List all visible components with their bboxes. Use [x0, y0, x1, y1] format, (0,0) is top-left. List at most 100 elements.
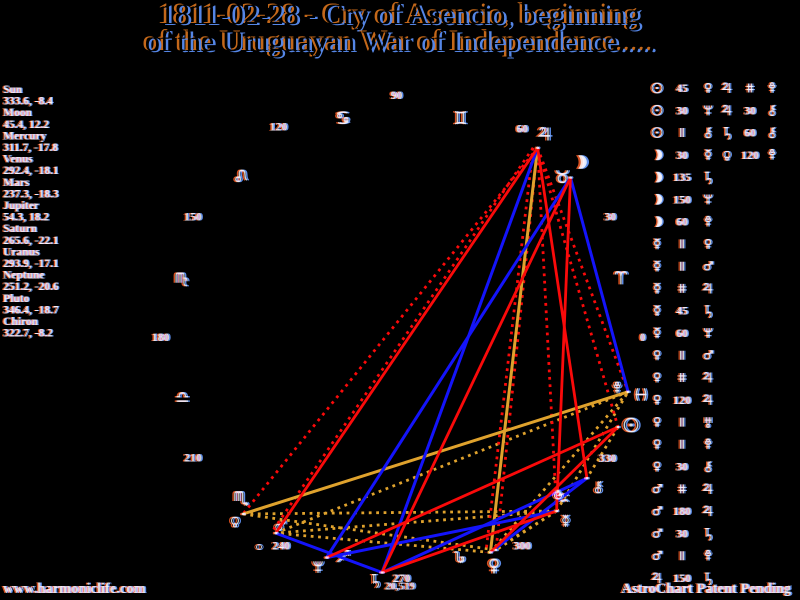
svg-text:30: 30	[743, 103, 755, 117]
svg-text:Mercury: Mercury	[3, 130, 46, 142]
svg-text:333.6, -8.4: 333.6, -8.4	[2, 96, 52, 108]
svg-text:311.7, -17.8: 311.7, -17.8	[3, 142, 58, 154]
svg-text:330: 330	[600, 451, 618, 465]
svg-text:of the Uruguayan War of Indepe: of the Uruguayan War of Independence....…	[145, 25, 655, 58]
svg-text:120: 120	[674, 393, 692, 407]
svg-text:45: 45	[676, 81, 688, 95]
svg-text:AstroChart Patent Pending: AstroChart Patent Pending	[623, 581, 793, 597]
svg-text:Venus: Venus	[2, 154, 32, 166]
svg-text:237.3, -18.3: 237.3, -18.3	[4, 188, 60, 200]
svg-text:30: 30	[675, 148, 687, 162]
svg-text:Chiron: Chiron	[2, 316, 38, 328]
svg-text:54.3, 18.2: 54.3, 18.2	[4, 212, 50, 224]
svg-text:346.4, -18.7: 346.4, -18.7	[4, 304, 60, 316]
svg-text:30: 30	[675, 526, 687, 540]
svg-text:270: 270	[391, 571, 409, 585]
svg-text:60: 60	[676, 215, 688, 229]
svg-text:300: 300	[513, 539, 531, 553]
svg-text:60: 60	[516, 121, 528, 135]
svg-text:54.3, 18.2: 54.3, 18.2	[2, 212, 48, 224]
svg-text:Venus: Venus	[4, 154, 34, 166]
svg-text:45.4, 12.2: 45.4, 12.2	[4, 119, 50, 131]
svg-text:Saturn: Saturn	[3, 223, 37, 235]
svg-text:251.2, -20.6: 251.2, -20.6	[3, 281, 59, 293]
svg-text:270: 270	[394, 571, 412, 585]
svg-text:45: 45	[676, 304, 688, 318]
svg-text:Neptune: Neptune	[3, 270, 45, 282]
svg-text:45.4, 12.2: 45.4, 12.2	[2, 119, 48, 131]
svg-text:45: 45	[675, 304, 687, 318]
svg-text:Saturn: Saturn	[2, 223, 36, 235]
svg-text:292.4, -18.1: 292.4, -18.1	[3, 165, 59, 177]
svg-text:of the Uruguayan War of Indepe: of the Uruguayan War of Independence....…	[148, 26, 658, 59]
svg-text:150: 150	[184, 210, 202, 224]
svg-text:30: 30	[676, 103, 688, 117]
svg-text:Mars: Mars	[3, 177, 30, 189]
svg-text:265.6, -22.1: 265.6, -22.1	[2, 235, 58, 247]
svg-text:210: 210	[185, 451, 203, 465]
svg-text:60: 60	[518, 121, 530, 135]
svg-text:60: 60	[676, 326, 688, 340]
svg-text:300: 300	[515, 539, 533, 553]
svg-text:Neptune: Neptune	[2, 270, 44, 282]
svg-text:90: 90	[392, 88, 404, 102]
svg-text:180: 180	[673, 504, 691, 518]
svg-text:0: 0	[640, 330, 646, 344]
svg-text:54.3, 18.2: 54.3, 18.2	[3, 212, 49, 224]
svg-text:1811-02-28 - Cry of Asencio, b: 1811-02-28 - Cry of Asencio, beginning	[160, 0, 640, 31]
svg-text:60: 60	[745, 126, 757, 140]
svg-text:Uranus: Uranus	[4, 246, 41, 258]
svg-text:237.3, -18.3: 237.3, -18.3	[3, 188, 59, 200]
svg-text:60: 60	[743, 126, 755, 140]
svg-text:333.6, -8.4: 333.6, -8.4	[3, 96, 53, 108]
svg-text:Pluto: Pluto	[4, 293, 30, 305]
svg-text:45.4, 12.2: 45.4, 12.2	[3, 119, 49, 131]
svg-text:251.2, -20.6: 251.2, -20.6	[2, 281, 58, 293]
svg-text:0: 0	[638, 330, 644, 344]
svg-text:210: 210	[182, 451, 200, 465]
svg-text:60: 60	[515, 121, 527, 135]
svg-text:293.9, -17.1: 293.9, -17.1	[2, 258, 58, 270]
svg-text:Sun: Sun	[4, 84, 24, 96]
svg-text:135: 135	[674, 170, 692, 184]
svg-text:www.harmoniclife.com: www.harmoniclife.com	[3, 581, 146, 597]
svg-text:30: 30	[675, 460, 687, 474]
svg-text:293.9, -17.1: 293.9, -17.1	[4, 258, 60, 270]
svg-text:60: 60	[675, 215, 687, 229]
svg-text:Moon: Moon	[3, 107, 32, 119]
svg-text:45: 45	[677, 304, 689, 318]
svg-text:120: 120	[673, 393, 691, 407]
svg-text:30: 30	[676, 460, 688, 474]
svg-text:150: 150	[185, 210, 203, 224]
svg-text:Chiron: Chiron	[4, 316, 40, 328]
svg-text:of the Uruguayan War of Indepe: of the Uruguayan War of Independence....…	[142, 24, 652, 57]
svg-text:45: 45	[677, 81, 689, 95]
svg-text:90: 90	[389, 88, 401, 102]
svg-text:30: 30	[604, 210, 616, 224]
svg-text:135: 135	[672, 170, 690, 184]
svg-text:30: 30	[744, 103, 756, 117]
svg-text:251.2, -20.6: 251.2, -20.6	[4, 281, 60, 293]
svg-text:AstroChart Patent Pending: AstroChart Patent Pending	[620, 581, 790, 597]
svg-text:210: 210	[184, 451, 202, 465]
svg-text:330: 330	[599, 451, 617, 465]
svg-text:30: 30	[676, 148, 688, 162]
svg-text:240: 240	[272, 539, 290, 553]
svg-text:0: 0	[641, 330, 647, 344]
svg-text:265.6, -22.1: 265.6, -22.1	[4, 235, 60, 247]
svg-text:30: 30	[677, 103, 689, 117]
svg-text:1811-02-28 - Cry of Asencio, b: 1811-02-28 - Cry of Asencio, beginning	[157, 0, 637, 30]
svg-text:Moon: Moon	[2, 107, 31, 119]
svg-text:120: 120	[741, 148, 759, 162]
svg-text:30: 30	[603, 210, 615, 224]
svg-text:Jupiter: Jupiter	[2, 200, 38, 212]
svg-text:333.6, -8.4: 333.6, -8.4	[4, 96, 54, 108]
svg-text:30: 30	[676, 526, 688, 540]
svg-text:180: 180	[674, 504, 692, 518]
svg-text:150: 150	[674, 192, 692, 206]
svg-text:150: 150	[182, 210, 200, 224]
svg-text:180: 180	[153, 330, 171, 344]
svg-text:292.4, -18.1: 292.4, -18.1	[2, 165, 58, 177]
svg-text:120: 120	[740, 148, 758, 162]
svg-text:Jupiter: Jupiter	[4, 200, 40, 212]
